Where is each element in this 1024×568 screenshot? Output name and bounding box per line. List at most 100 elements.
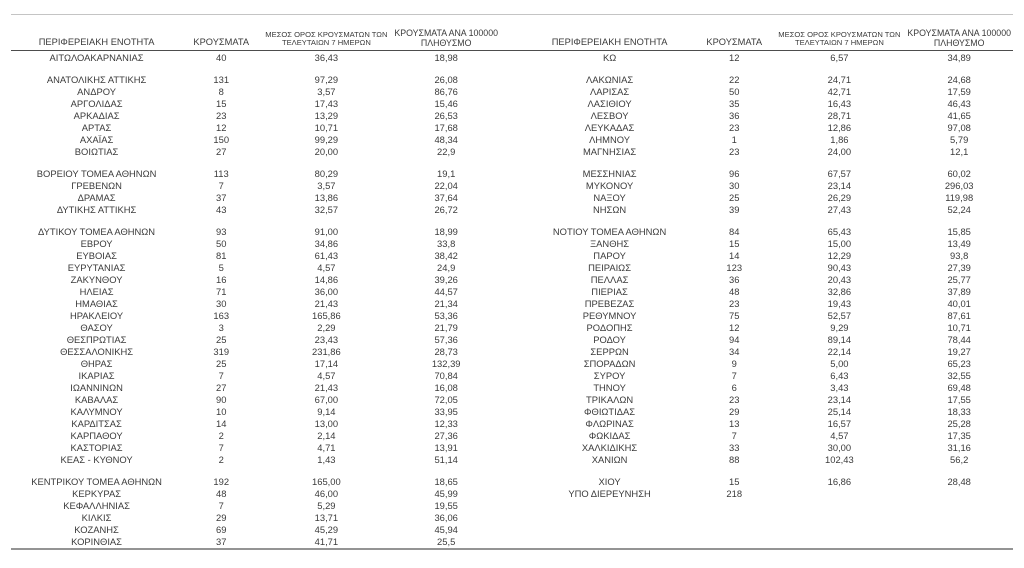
table-row: ΡΟΔΟΠΗΣ 12 9,29 10,71 (524, 322, 1013, 334)
table-row: ΑΝΔΡΟΥ 8 3,57 86,76 (11, 86, 500, 98)
per100k-value: 21,34 (434, 298, 458, 309)
per100k-value: 17,55 (947, 394, 971, 405)
cases-value: 48 (729, 286, 740, 297)
cases-report-sheet: ΠΕΡΙΦΕΡΕΙΑΚΗ ΕΝΟΤΗΤΑ ΚΡΟΥΣΜΑΤΑ ΜΕΣΟΣ ΟΡΟ… (11, 14, 1013, 550)
cases-value: 14 (216, 418, 227, 429)
column-header-region: ΠΕΡΙΦΕΡΕΙΑΚΗ ΕΝΟΤΗΤΑ (551, 37, 668, 48)
avg7-value: 9,14 (317, 406, 336, 417)
right-table-body: ΚΩ 12 6,57 34,89 ΛΑΚΩΝΙΑΣ 22 24,71 24,68 ΛΑΡΙΣΑΣ… (524, 51, 1013, 500)
per100k-value: 19,27 (947, 346, 971, 357)
avg7-value: 2,29 (317, 322, 336, 333)
table-row: ΤΗΝΟΥ 6 3,43 69,48 (524, 382, 1013, 394)
per100k-value: 17,59 (947, 86, 971, 97)
per100k-value: 52,24 (947, 204, 971, 215)
region-name: ΛΕΣΒΟΥ (590, 110, 629, 121)
region-name: ΧΑΝΙΩΝ (591, 454, 628, 465)
avg7-value: 52,57 (827, 310, 852, 321)
table-row: ΕΥΒΟΙΑΣ 81 61,43 38,42 (11, 250, 500, 262)
region-name: ΛΑΚΩΝΙΑΣ (585, 74, 634, 85)
table-row: ΛΗΜΝΟΥ 1 1,86 5,79 (524, 134, 1013, 146)
region-name: ΔΥΤΙΚΟΥ ΤΟΜΕΑ ΑΘΗΝΩΝ (38, 226, 156, 237)
region-name: ΛΑΡΙΣΑΣ (589, 86, 630, 97)
cases-value: 36 (729, 110, 740, 121)
cases-value: 9 (731, 358, 737, 369)
region-name: ΣΠΟΡΑΔΩΝ (583, 358, 636, 369)
table-row: ΛΑΡΙΣΑΣ 50 42,71 17,59 (524, 86, 1013, 98)
table-row: ΚΑΛΥΜΝΟΥ 10 9,14 33,95 (11, 406, 500, 418)
region-name: ΑΧΑΪΑΣ (79, 134, 114, 145)
per100k-value: 93,8 (950, 250, 969, 261)
region-name: ΛΗΜΝΟΥ (589, 134, 630, 145)
cases-value: 7 (218, 180, 224, 191)
cases-value: 94 (729, 334, 740, 345)
cases-value: 113 (213, 168, 229, 179)
region-name: ΣΥΡΟΥ (593, 370, 626, 381)
avg7-value (773, 488, 905, 500)
table-row: ΚΕΦΑΛΛΗΝΙΑΣ 7 5,29 19,55 (11, 500, 500, 512)
column-header-avg7: ΜΕΣΟΣ ΟΡΟΣ ΚΡΟΥΣΜΑΤΩΝ ΤΩΝ ΤΕΛΕΥΤΑΙΩΝ 7 Η… (773, 30, 905, 49)
per100k-value: 48,34 (434, 134, 458, 145)
table-row: ΗΜΑΘΙΑΣ 30 21,43 21,34 (11, 298, 500, 310)
region-name: ΚΕΡΚΥΡΑΣ (72, 488, 121, 499)
cases-value: 37 (216, 192, 227, 203)
table-row: ΛΕΣΒΟΥ 36 28,71 41,65 (524, 110, 1013, 122)
table-row: ΠΕΛΛΑΣ 36 20,43 25,77 (524, 274, 1013, 286)
table-row: ΛΕΥΚΑΔΑΣ 23 12,86 97,08 (524, 122, 1013, 134)
cases-value: 192 (213, 476, 230, 487)
avg7-value: 23,14 (827, 180, 852, 191)
avg7-value: 20,00 (314, 146, 339, 157)
per100k-value: 18,99 (434, 226, 458, 237)
cases-value: 48 (216, 488, 227, 499)
group-spacer (524, 216, 1013, 226)
table-row: ΦΛΩΡΙΝΑΣ 13 16,57 25,28 (524, 418, 1013, 430)
cases-value: 50 (216, 238, 227, 249)
table-row: ΘΕΣΣΑΛΟΝΙΚΗΣ 319 231,86 28,73 (11, 346, 500, 358)
table-row: ΑΡΚΑΔΙΑΣ 23 13,29 26,53 (11, 110, 500, 122)
avg7-value: 13,86 (314, 192, 339, 203)
per100k-value: 5,79 (950, 134, 969, 145)
avg7-value: 231,86 (312, 346, 341, 357)
region-name: ΧΙΟΥ (598, 476, 621, 487)
table-row: ΧΑΝΙΩΝ 88 102,43 56,2 (524, 454, 1013, 466)
region-name: ΑΙΤΩΛΟΑΚΑΡΝΑΝΙΑΣ (49, 52, 144, 63)
cases-value: 150 (213, 134, 230, 145)
avg7-value: 89,14 (827, 334, 852, 345)
avg7-value: 4,57 (317, 370, 336, 381)
region-name: ΦΩΚΙΔΑΣ (588, 430, 631, 441)
per100k-value: 97,08 (947, 122, 971, 133)
table-row: ΗΛΕΙΑΣ 71 36,00 44,57 (11, 286, 500, 298)
table-row: ΝΑΞΟΥ 25 26,29 119,98 (524, 192, 1013, 204)
table-row: ΚΟΡΙΝΘΙΑΣ 37 41,71 25,5 (11, 536, 500, 548)
avg7-value: 16,86 (827, 476, 852, 487)
cases-value: 81 (216, 250, 227, 261)
per100k-value: 19,1 (437, 168, 456, 179)
cases-value: 30 (216, 298, 227, 309)
cases-value: 22 (729, 74, 740, 85)
table-row: ΘΕΣΠΡΩΤΙΑΣ 25 23,43 57,36 (11, 334, 500, 346)
per100k-value: 18,33 (947, 406, 971, 417)
group-spacer (11, 216, 500, 226)
cases-value: 2 (218, 454, 224, 465)
column-header-per100k-text: ΚΡΟΥΣΜΑΤΑ ΑΝΑ 100000 ΠΛΗΘΥΣΜΟ (907, 27, 1011, 48)
region-name: ΚΑΡΠΑΘΟΥ (70, 430, 123, 441)
region-name: ΚΙΛΚΙΣ (81, 512, 112, 523)
cases-value: 90 (216, 394, 227, 405)
table-row: ΔΥΤΙΚΗΣ ΑΤΤΙΚΗΣ 43 32,57 26,72 (11, 204, 500, 216)
group-spacer (524, 64, 1013, 74)
column-header-cases: ΚΡΟΥΣΜΑΤΑ (706, 37, 763, 48)
region-name: ΤΡΙΚΑΛΩΝ (586, 394, 634, 405)
per100k-value: 38,42 (434, 250, 458, 261)
per100k-value: 26,72 (434, 204, 458, 215)
cases-value: 5 (218, 262, 224, 273)
header-rule (11, 50, 1013, 51)
region-name: ΑΡΚΑΔΙΑΣ (73, 110, 120, 121)
per100k-value: 56,2 (950, 454, 969, 465)
per100k-value: 15,85 (947, 226, 971, 237)
region-name: ΕΒΡΟΥ (80, 238, 113, 249)
table-row: ΝΗΣΩΝ 39 27,43 52,24 (524, 204, 1013, 216)
per100k-value: 57,36 (434, 334, 458, 345)
header-band: ΠΕΡΙΦΕΡΕΙΑΚΗ ΕΝΟΤΗΤΑ ΚΡΟΥΣΜΑΤΑ ΜΕΣΟΣ ΟΡΟ… (11, 15, 1013, 50)
avg7-value: 22,14 (827, 346, 852, 357)
table-row: ΒΟΙΩΤΙΑΣ 27 20,00 22,9 (11, 146, 500, 158)
avg7-value: 41,71 (314, 536, 339, 547)
